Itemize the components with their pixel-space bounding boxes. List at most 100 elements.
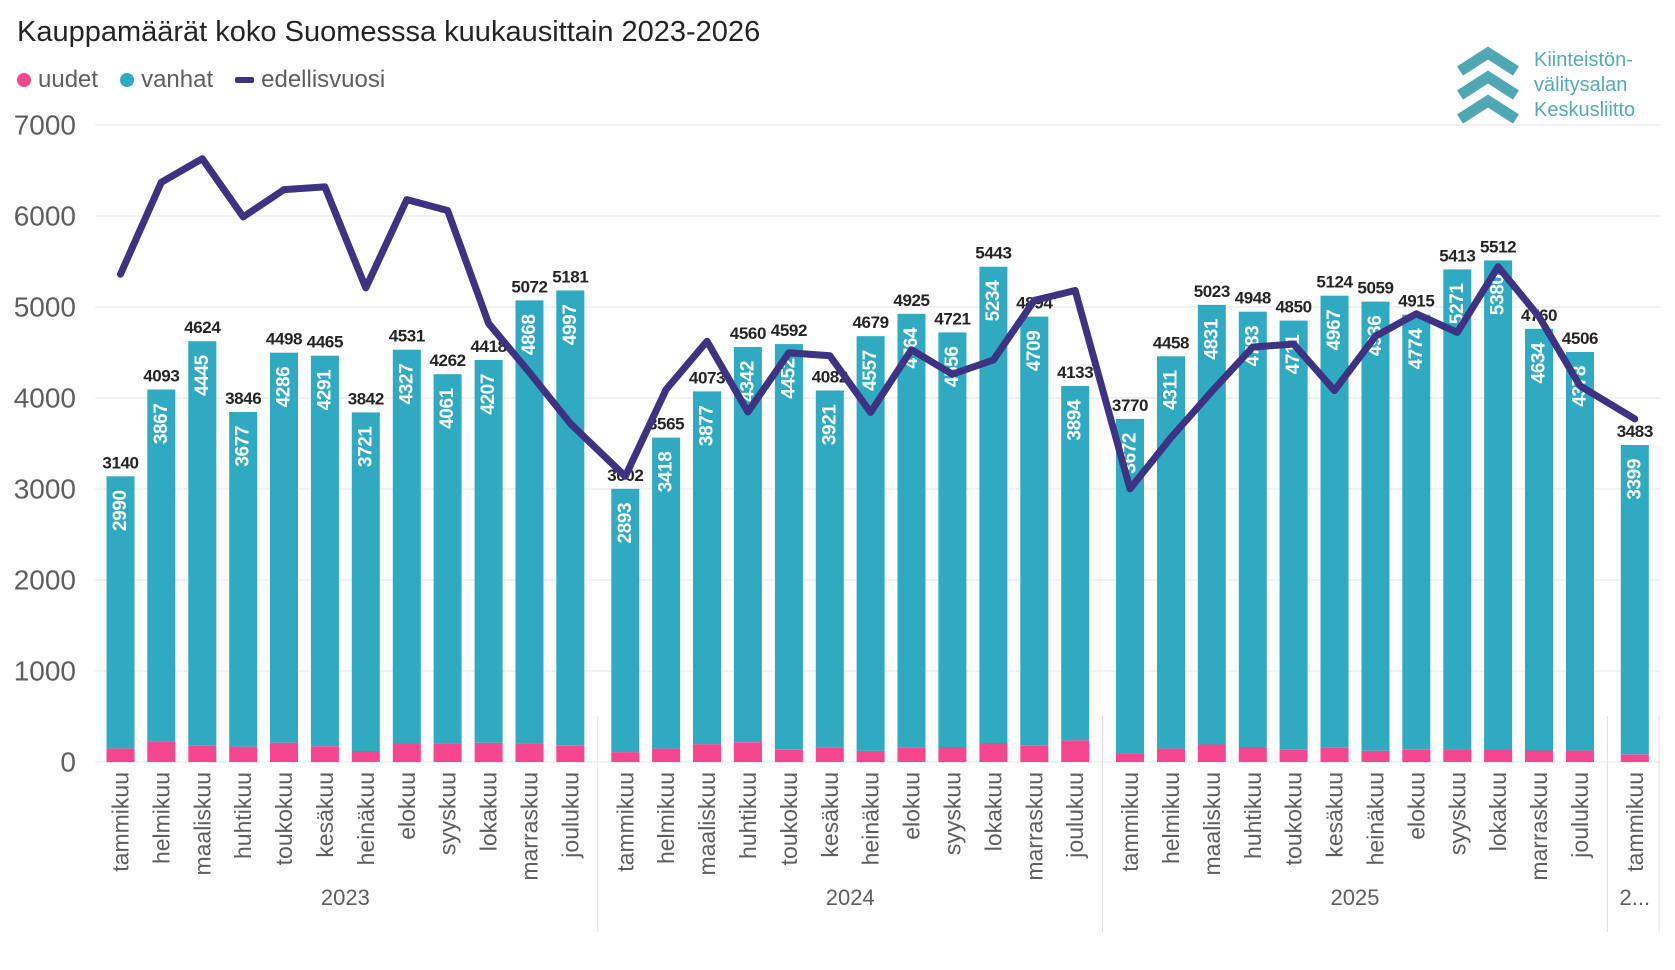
legend-line-marker-icon — [235, 77, 255, 83]
bar-vanhat[interactable] — [147, 389, 176, 742]
bar-vanhat[interactable] — [229, 412, 258, 747]
bar-vanhat-label: 4291 — [314, 369, 335, 411]
bar-uudet[interactable] — [979, 743, 1008, 762]
bar-vanhat[interactable] — [474, 360, 503, 743]
bar-uudet[interactable] — [147, 741, 176, 762]
bar-uudet[interactable] — [733, 742, 762, 762]
bar-vanhat[interactable] — [433, 374, 462, 744]
bar-vanhat[interactable] — [1279, 320, 1308, 750]
x-axis-month-label: marraskuu — [1021, 772, 1047, 881]
bar-uudet[interactable] — [310, 746, 339, 762]
bar-uudet[interactable] — [270, 742, 298, 762]
bar-total-label: 5181 — [552, 268, 588, 287]
bar-uudet[interactable] — [392, 743, 421, 762]
bar-uudet[interactable] — [1566, 750, 1594, 762]
x-axis-month-label: kesäkuu — [817, 772, 843, 858]
bar-uudet[interactable] — [856, 750, 885, 762]
bar-vanhat[interactable] — [392, 349, 421, 744]
bar-vanhat[interactable] — [611, 488, 640, 753]
bar-vanhat[interactable] — [270, 352, 298, 743]
bar-vanhat[interactable] — [1157, 356, 1185, 749]
bar-total-label: 4262 — [429, 351, 465, 370]
bar-vanhat[interactable] — [188, 341, 217, 746]
bar-uudet[interactable] — [1525, 750, 1553, 763]
bar-total-label: 4498 — [266, 330, 302, 349]
bar-uudet[interactable] — [611, 752, 640, 762]
bar-uudet[interactable] — [1320, 747, 1349, 762]
bar-vanhat[interactable] — [1238, 311, 1267, 747]
x-axis-month-label: joulukuu — [1567, 772, 1593, 859]
bar-uudet[interactable] — [106, 748, 135, 762]
bar-vanhat[interactable] — [1061, 385, 1090, 741]
bar-uudet[interactable] — [351, 751, 380, 762]
bar-uudet[interactable] — [1061, 740, 1090, 762]
x-axis-month-label: tammikuu — [1622, 772, 1648, 872]
y-axis-tick-label: 6000 — [14, 201, 76, 232]
bar-uudet[interactable] — [1402, 749, 1431, 762]
legend-item-edellisvuosi[interactable]: edellisvuosi — [235, 66, 385, 94]
bar-vanhat[interactable] — [1443, 269, 1472, 750]
bar-uudet[interactable] — [474, 742, 503, 762]
bar-uudet[interactable] — [1238, 747, 1267, 762]
bar-uudet[interactable] — [1484, 750, 1513, 762]
bar-vanhat[interactable] — [693, 391, 721, 745]
bar-uudet[interactable] — [1361, 750, 1390, 762]
bar-vanhat[interactable] — [1320, 295, 1349, 748]
bar-vanhat[interactable] — [351, 412, 380, 751]
bar-uudet[interactable] — [556, 745, 585, 762]
bar-uudet[interactable] — [774, 749, 803, 762]
bar-vanhat[interactable] — [1484, 260, 1513, 750]
legend-item-vanhat[interactable]: vanhat — [120, 66, 213, 94]
bar-uudet[interactable] — [897, 747, 926, 762]
bar-uudet[interactable] — [1116, 753, 1144, 762]
logo-text-line: Keskusliitto — [1534, 99, 1636, 121]
bar-uudet[interactable] — [1279, 749, 1308, 762]
bar-vanhat[interactable] — [1620, 445, 1649, 755]
bar-vanhat[interactable] — [106, 476, 135, 749]
bar-uudet[interactable] — [1157, 748, 1185, 762]
bar-vanhat[interactable] — [515, 300, 544, 744]
bar-vanhat[interactable] — [1197, 304, 1226, 745]
bar-total-label: 3842 — [348, 389, 384, 408]
bar-uudet[interactable] — [188, 745, 217, 762]
legend-item-uudet[interactable]: uudet — [17, 66, 98, 94]
bar-vanhat[interactable] — [1525, 328, 1553, 751]
bar-total-label: 4465 — [307, 333, 343, 352]
bar-vanhat[interactable] — [310, 355, 339, 747]
bar-uudet[interactable] — [229, 746, 258, 762]
x-axis-month-label: lokakuu — [980, 772, 1006, 851]
bar-vanhat-label: 4967 — [1324, 310, 1345, 351]
bar-vanhat-label: 3418 — [656, 452, 677, 493]
bar-vanhat[interactable] — [556, 290, 585, 746]
bar-uudet[interactable] — [1443, 749, 1472, 762]
bar-vanhat-label: 5380 — [1488, 274, 1509, 315]
bar-vanhat[interactable] — [1566, 352, 1594, 751]
bar-total-label: 5443 — [975, 244, 1011, 263]
bar-vanhat[interactable] — [1402, 314, 1431, 750]
bar-uudet[interactable] — [938, 747, 967, 762]
bar-uudet[interactable] — [1020, 745, 1049, 762]
bar-vanhat[interactable] — [815, 390, 844, 748]
bar-uudet[interactable] — [815, 747, 844, 762]
bar-uudet[interactable] — [515, 743, 544, 762]
bar-total-label: 4133 — [1057, 363, 1093, 382]
bar-uudet[interactable] — [693, 744, 721, 762]
bar-vanhat[interactable] — [1020, 316, 1049, 746]
bar-vanhat-label: 3721 — [355, 426, 376, 468]
bar-vanhat[interactable] — [897, 313, 926, 748]
bar-total-label: 4418 — [470, 337, 506, 356]
bar-total-label: 3140 — [102, 453, 138, 472]
bar-vanhat[interactable] — [652, 437, 681, 749]
bar-vanhat[interactable] — [979, 266, 1008, 743]
edellisvuosi-line[interactable] — [117, 155, 1639, 493]
bar-vanhat[interactable] — [1361, 301, 1390, 751]
bar-uudet[interactable] — [1620, 754, 1649, 762]
bar-total-label: 4850 — [1275, 298, 1311, 317]
x-axis-month-label: syyskuu — [435, 772, 461, 855]
bar-vanhat[interactable] — [938, 332, 967, 747]
bar-vanhat[interactable] — [774, 344, 803, 750]
bar-uudet[interactable] — [652, 748, 681, 762]
bar-uudet[interactable] — [433, 743, 462, 762]
bar-uudet[interactable] — [1197, 744, 1226, 763]
